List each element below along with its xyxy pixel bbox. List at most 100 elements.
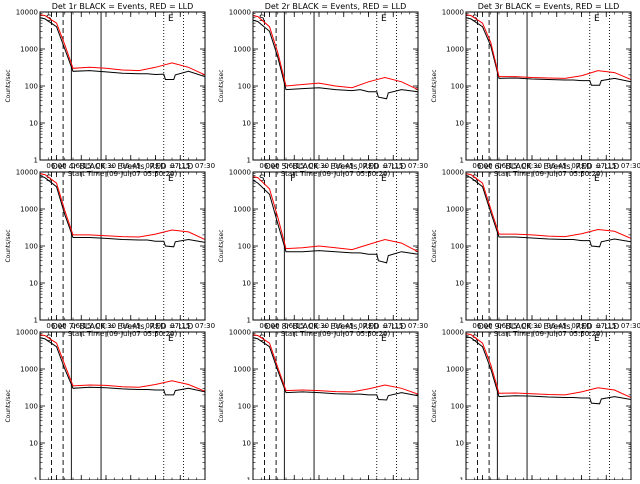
series-line-events bbox=[253, 337, 418, 401]
y-tick-label: 1000 bbox=[446, 366, 464, 374]
detector-panel-8: Det 8r BLACK = Events, RED = LLD 1 10 100 10… bbox=[218, 322, 428, 484]
x-tick-label: 06:45 bbox=[547, 322, 567, 330]
series-line-events bbox=[466, 17, 631, 86]
x-tick-label: 06:45 bbox=[121, 162, 141, 170]
x-tick-label: 07:00 bbox=[145, 322, 165, 330]
x-tick-label: 06:45 bbox=[121, 322, 141, 330]
series-line-lld bbox=[466, 173, 631, 239]
x-tick-label: 06:45 bbox=[547, 162, 567, 170]
panel-title: Det 3r BLACK = Events, RED = LLD bbox=[478, 2, 620, 11]
marker-label: E bbox=[594, 334, 600, 344]
y-tick-label: 100 bbox=[451, 83, 464, 91]
y-tick-label: 10000 bbox=[16, 9, 38, 17]
series-line-lld bbox=[466, 14, 631, 80]
y-tick-label: 1000 bbox=[233, 46, 251, 54]
y-tick-label: 100 bbox=[451, 403, 464, 411]
x-tick-label: 06:30 bbox=[96, 162, 116, 170]
marker-label: S bbox=[472, 334, 478, 344]
y-tick-label: 100 bbox=[451, 243, 464, 251]
y-tick-label: 10000 bbox=[229, 9, 251, 17]
x-tick-label: 06:15 bbox=[284, 162, 304, 170]
plot-frame bbox=[465, 331, 632, 481]
plot-frame bbox=[39, 171, 206, 321]
plot-frame bbox=[252, 171, 419, 321]
detector-panel-2: Det 2r BLACK = Events, RED = LLD 1 10 100 10… bbox=[218, 2, 428, 178]
detector-panel-4: Det 4r BLACK = Events, RED = LLD 1 10 100 10… bbox=[5, 162, 215, 338]
series-line-events bbox=[253, 179, 418, 264]
y-tick-label: 1 bbox=[460, 317, 464, 325]
x-tick-label: 06:00 bbox=[259, 322, 279, 330]
y-tick-label: 10 bbox=[242, 440, 251, 448]
detector-panel-5: Det 5r BLACK = Events, RED = LLD 1 10 100 10… bbox=[218, 162, 428, 338]
marker-label: E bbox=[381, 14, 387, 24]
y-tick-label: 1000 bbox=[20, 206, 38, 214]
series-line-lld bbox=[253, 334, 418, 395]
y-tick-label: 1 bbox=[247, 477, 251, 481]
x-tick-label: 07:30 bbox=[408, 162, 428, 170]
x-tick-label: 06:15 bbox=[71, 162, 91, 170]
y-axis-label: Counts/sec bbox=[218, 229, 225, 262]
y-tick-label: 100 bbox=[238, 243, 251, 251]
x-tick-label: 06:00 bbox=[472, 322, 492, 330]
marker-label: S bbox=[472, 14, 478, 24]
detector-panel-3: Det 3r BLACK = Events, RED = LLD 1 10 100 10… bbox=[431, 2, 640, 178]
marker-label: S bbox=[46, 174, 52, 184]
x-tick-label: 07:30 bbox=[195, 322, 215, 330]
x-tick-label: 06:45 bbox=[334, 162, 354, 170]
plot-frame bbox=[465, 11, 632, 161]
y-tick-label: 1 bbox=[34, 477, 38, 481]
panel-title: Det 1r BLACK = Events, RED = LLD bbox=[52, 2, 194, 11]
y-axis-label: Counts/sec bbox=[5, 69, 12, 102]
detector-panel-1: Det 1r BLACK = Events, RED = LLD 1 10 100 10… bbox=[5, 2, 215, 178]
detector-panel-9: Det 9r BLACK = Events, RED = LLD 1 10 100 10… bbox=[431, 322, 640, 484]
y-tick-label: 10000 bbox=[16, 329, 38, 337]
x-tick-label: 06:30 bbox=[309, 162, 329, 170]
marker-label: F bbox=[290, 174, 295, 184]
x-tick-label: 06:15 bbox=[497, 322, 517, 330]
x-tick-label: 06:00 bbox=[259, 162, 279, 170]
y-tick-label: 10 bbox=[455, 280, 464, 288]
y-tick-label: 10 bbox=[29, 280, 38, 288]
plot-frame bbox=[39, 331, 206, 481]
y-tick-label: 100 bbox=[238, 83, 251, 91]
x-tick-label: 06:30 bbox=[522, 162, 542, 170]
x-tick-label: 06:15 bbox=[284, 322, 304, 330]
marker-label: E bbox=[168, 174, 174, 184]
y-tick-label: 1 bbox=[34, 317, 38, 325]
x-tick-label: 07:00 bbox=[358, 322, 378, 330]
y-tick-label: 10000 bbox=[16, 169, 38, 177]
series-line-lld bbox=[40, 173, 205, 240]
series-line-events bbox=[253, 19, 418, 100]
detector-panel-7: Det 7r BLACK = Events, RED = LLD 1 10 100 10… bbox=[5, 322, 215, 484]
y-tick-label: 100 bbox=[25, 243, 38, 251]
plot-frame bbox=[252, 11, 419, 161]
y-tick-label: 10000 bbox=[442, 9, 464, 17]
marker-label: S bbox=[259, 334, 265, 344]
x-tick-label: 06:00 bbox=[46, 162, 66, 170]
x-tick-label: 07:15 bbox=[170, 322, 190, 330]
marker-label: E bbox=[168, 334, 174, 344]
x-tick-label: 07:30 bbox=[408, 322, 428, 330]
x-tick-label: 06:15 bbox=[497, 162, 517, 170]
series-line-lld bbox=[253, 15, 418, 91]
x-tick-label: 07:15 bbox=[596, 162, 616, 170]
panel-title: Det 7r BLACK = Events, RED = LLD bbox=[52, 322, 194, 331]
y-tick-label: 10 bbox=[29, 440, 38, 448]
y-tick-label: 1 bbox=[460, 157, 464, 165]
x-tick-label: 07:15 bbox=[383, 322, 403, 330]
marker-label: S bbox=[259, 174, 265, 184]
y-tick-label: 1 bbox=[460, 477, 464, 481]
y-tick-label: 1000 bbox=[233, 366, 251, 374]
y-tick-label: 100 bbox=[238, 403, 251, 411]
panel-title: Det 8r BLACK = Events, RED = LLD bbox=[265, 322, 407, 331]
x-tick-label: 07:15 bbox=[170, 162, 190, 170]
y-tick-label: 100 bbox=[25, 83, 38, 91]
x-tick-label: 07:15 bbox=[596, 322, 616, 330]
y-tick-label: 1 bbox=[34, 157, 38, 165]
marker-label: S bbox=[259, 14, 265, 24]
x-tick-label: 06:15 bbox=[71, 322, 91, 330]
series-line-lld bbox=[253, 176, 418, 253]
panel-title: Det 5r BLACK = Events, RED = LLD bbox=[265, 162, 407, 171]
